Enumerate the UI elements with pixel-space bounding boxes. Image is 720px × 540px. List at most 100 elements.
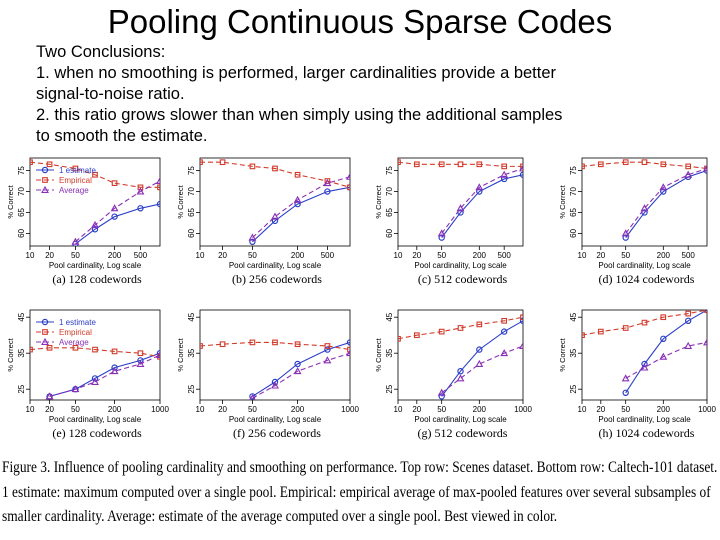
data-point [659,183,668,191]
plot-area [200,159,350,246]
data-point [413,332,420,339]
data-point [294,360,301,368]
series-line [398,316,523,340]
data-point [219,159,226,166]
data-point [92,171,98,178]
y-tick-label: 45 [17,312,26,321]
legend-label: Average [59,338,89,347]
conclusion-line-2: signal-to-noise ratio. [36,85,185,103]
data-point [91,220,99,228]
data-point [684,317,692,324]
data-point [582,163,585,170]
data-point [519,341,523,349]
legend-label: 1 estimate [59,318,96,327]
panel-subtitle: (a) 128 codewords [52,272,142,286]
caption-line-1: Figure 3. Influence of pooling cardinali… [2,459,718,476]
x-tick-label: 500 [321,251,335,260]
x-tick-label: 200 [108,251,122,260]
legend-marker [41,318,49,326]
data-point [660,335,667,342]
panel-subtitle: (b) 256 codewords [232,272,322,286]
series-line [200,341,350,351]
x-tick-label: 50 [71,405,80,414]
y-tick-label: 60 [187,228,196,237]
legend-label: Empirical [59,176,92,185]
data-point [324,343,331,349]
y-tick-label: 65 [17,207,26,216]
data-point [45,392,54,400]
x-tick-label: 500 [498,251,512,260]
x-tick-label: 10 [578,405,587,414]
series-line [252,186,350,243]
data-point [272,165,278,172]
plot-frame [199,157,351,247]
conclusion-line-3: 2. this ratio grows slower than when sim… [36,106,563,124]
plot-frame [397,157,524,247]
x-tick-label: 1000 [698,405,716,414]
y-tick-label: 60 [569,228,578,237]
data-point [294,200,301,208]
data-point [640,204,649,212]
x-tick-label: 20 [596,405,605,414]
legend-label: Empirical [59,328,92,337]
series-line [30,347,160,358]
x-axis-label: Pool cardinality, Log scale [229,261,322,270]
y-axis-label: % Correct [558,337,567,371]
x-tick-label: 50 [621,405,630,414]
data-point [519,317,523,324]
data-point [72,165,79,172]
data-point [111,364,118,371]
data-point [248,233,257,241]
plot-area [582,310,707,396]
data-point [438,161,445,168]
x-tick-label: 10 [26,405,35,414]
x-tick-label: 10 [394,251,403,260]
y-tick-label: 65 [569,207,578,216]
x-tick-label: 20 [218,405,227,414]
conclusions-heading: Two Conclusions: [36,43,166,61]
panel-subtitle: (g) 512 codewords [418,426,508,440]
caption-line-3: smaller cardinality. Average: estimate o… [2,508,558,525]
y-tick-label: 35 [187,348,196,357]
x-tick-label: 1000 [514,405,532,414]
data-point [684,170,693,178]
panel-subtitle: (h) 1024 codewords [599,426,695,440]
x-tick-label: 50 [248,251,257,260]
legend-marker [42,329,48,335]
y-tick-label: 45 [569,312,578,321]
panel-subtitle: (f) 256 codewords [233,426,321,440]
data-point [324,188,331,195]
plot-frame [581,309,708,401]
y-tick-label: 65 [187,207,196,216]
series-line [49,354,160,397]
data-point [91,377,99,385]
series-line [582,161,707,170]
data-point [156,200,160,208]
y-axis-label: % Correct [176,337,185,371]
data-point [272,339,278,346]
series-line [625,170,707,238]
data-point [475,359,484,367]
series-line [252,352,350,399]
plot-frame [581,157,708,247]
legend-label: 1 estimate [59,166,96,175]
data-point [641,360,648,368]
data-point [91,375,99,382]
data-point [413,161,420,168]
x-tick-label: 10 [394,405,403,414]
data-point [457,325,464,331]
series-line [75,203,160,245]
data-point [476,188,483,195]
x-tick-label: 20 [596,251,605,260]
data-point [46,161,53,168]
y-tick-label: 60 [17,228,26,237]
data-point [622,389,629,396]
x-tick-label: 10 [578,251,587,260]
x-tick-label: 50 [621,251,630,260]
y-tick-label: 60 [385,228,394,237]
x-tick-label: 20 [45,251,54,260]
data-point [520,163,523,170]
data-point [271,378,279,386]
